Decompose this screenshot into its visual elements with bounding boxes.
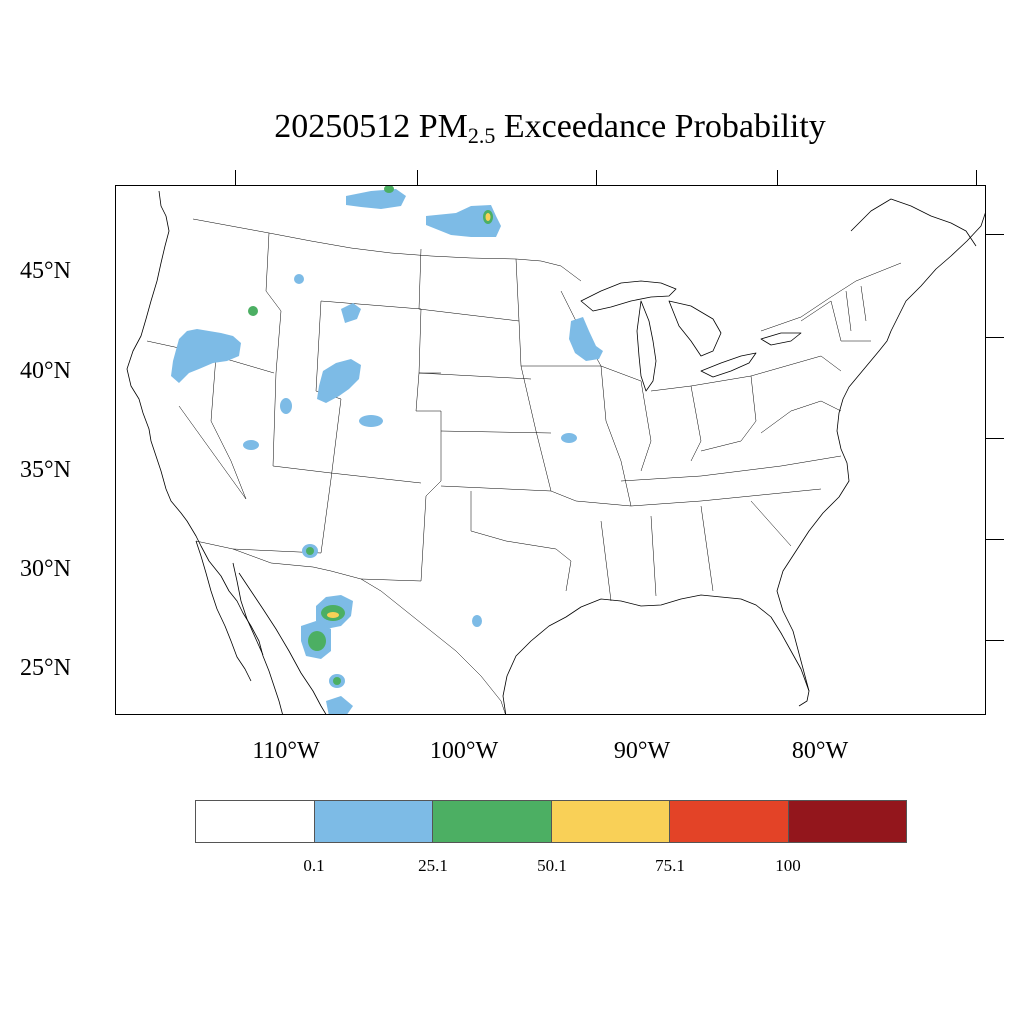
right-tick — [986, 234, 1004, 235]
lake-superior — [580, 280, 677, 312]
prob-area-wyoming-north — [341, 303, 361, 323]
title-prefix: 20250512 PM — [274, 108, 468, 145]
st-lawrence-coast — [850, 198, 977, 247]
baja-east-coast — [232, 562, 264, 656]
us-mexico-border — [195, 540, 506, 714]
top-tick — [596, 170, 597, 185]
colorbar-box — [551, 801, 670, 842]
top-tick — [976, 170, 977, 185]
colorbar-box — [670, 801, 789, 842]
lake-erie — [700, 352, 757, 378]
lake-huron — [668, 300, 722, 357]
colorbar-label: 25.1 — [418, 856, 448, 875]
prob-area-mexico-south-green — [333, 677, 341, 685]
prob-area-idaho-green — [248, 306, 258, 316]
prob-area-mexico-bottom — [326, 696, 353, 714]
colorbar-label: 50.1 — [537, 856, 567, 875]
prob-area-mexico-mid-green — [308, 631, 326, 651]
prob-area-minnesota — [569, 317, 603, 361]
right-tick — [986, 337, 1004, 338]
prob-area-mexico-north-yellow — [327, 612, 339, 618]
lat-label-35: 35°N — [20, 457, 71, 483]
state-boundaries — [146, 218, 902, 714]
lat-label-30: 30°N — [20, 556, 71, 582]
gulf-coastline — [502, 594, 810, 714]
prob-area-texas-east — [472, 615, 482, 627]
lon-label-90w: 90°W — [613, 738, 671, 764]
lat-label-45: 45°N — [20, 258, 71, 284]
right-tick — [986, 640, 1004, 641]
prob-area-missouri — [561, 433, 577, 443]
lake-ontario — [760, 332, 802, 346]
colorbar-box — [433, 801, 552, 842]
top-tick — [235, 170, 236, 185]
lon-label-80w: 80°W — [791, 738, 849, 764]
gulf-coast-mexico-west — [238, 572, 327, 714]
colorbar-box — [788, 801, 906, 842]
map-canvas — [126, 186, 985, 714]
title-subscript: 2.5 — [467, 123, 496, 148]
colorbar-box — [314, 801, 433, 842]
probability-areas — [171, 186, 603, 714]
map-title: 20250512 PM2.5 Exceedance Probability — [0, 108, 1024, 149]
prob-area-colorado — [359, 415, 383, 427]
lon-label-100w: 100°W — [429, 738, 499, 764]
us-canada-border — [192, 218, 582, 282]
lake-michigan — [636, 300, 657, 392]
coastline — [126, 190, 985, 714]
atlantic-coastline — [776, 212, 985, 692]
title-suffix: Exceedance Probability — [495, 108, 826, 145]
prob-area-oregon — [171, 329, 241, 383]
prob-area-idaho-montana — [346, 189, 406, 209]
prob-area-wyoming-utah — [317, 359, 361, 403]
colorbar — [195, 800, 907, 843]
prob-area-idaho-montana-green — [384, 186, 394, 193]
right-tick — [986, 539, 1004, 540]
prob-area-montana-west — [294, 274, 304, 284]
right-tick — [986, 438, 1004, 439]
lat-label-40: 40°N — [20, 358, 71, 384]
west-coastline — [126, 190, 283, 714]
lat-label-25: 25°N — [20, 655, 71, 681]
colorbar-box — [196, 801, 315, 842]
colorbar-label: 75.1 — [655, 856, 685, 875]
top-tick — [777, 170, 778, 185]
lon-label-110w: 110°W — [252, 738, 320, 764]
prob-area-north-dakota — [426, 205, 501, 237]
colorbar-label: 100 — [775, 856, 801, 875]
prob-area-north-dakota-yellow — [485, 213, 491, 221]
prob-area-arizona-green — [306, 547, 314, 555]
prob-area-nevada — [280, 398, 292, 414]
map-panel — [115, 185, 986, 715]
prob-area-utah-south — [243, 440, 259, 450]
top-tick — [417, 170, 418, 185]
baja-coastline — [195, 540, 252, 682]
colorbar-label: 0.1 — [303, 856, 325, 875]
